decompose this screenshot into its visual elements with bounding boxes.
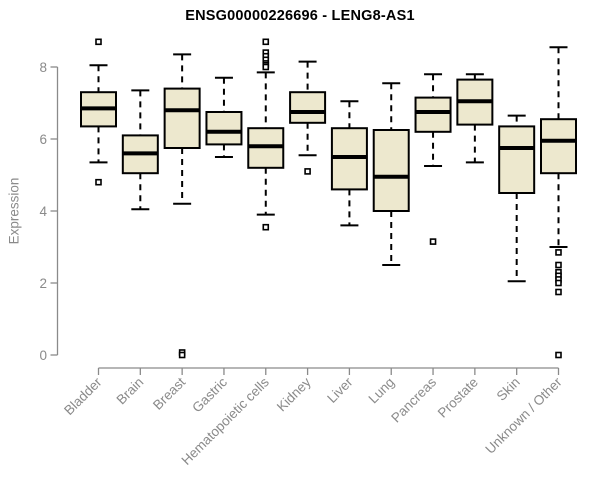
x-tick-label-lung: Lung xyxy=(365,375,397,407)
outlier-point xyxy=(555,351,562,359)
box-brain xyxy=(121,89,159,211)
y-tick-label: 8 xyxy=(39,60,47,75)
y-tick-label: 4 xyxy=(39,204,47,219)
outlier-point xyxy=(555,279,562,287)
x-tick-label-brain: Brain xyxy=(114,375,147,408)
x-tick-label-pancreas: Pancreas xyxy=(388,374,439,425)
box-kidney xyxy=(289,60,327,175)
box-hematopoietic-cells xyxy=(247,38,285,231)
outlier-point xyxy=(262,38,270,46)
outlier-point xyxy=(304,168,311,175)
y-tick-label: 2 xyxy=(39,276,47,291)
iqr-box xyxy=(498,125,536,194)
outlier-point xyxy=(95,38,102,46)
x-tick-label-unknown-other: Unknown / Other xyxy=(482,374,565,457)
outlier-point xyxy=(555,249,562,256)
x-tick-label-breast: Breast xyxy=(150,374,188,412)
outlier-point xyxy=(429,238,437,245)
iqr-box xyxy=(163,87,201,149)
outlier-point xyxy=(555,288,562,296)
outlier-point xyxy=(262,223,270,231)
y-tick-label: 6 xyxy=(39,132,47,147)
outlier-point xyxy=(178,351,186,359)
box-skin xyxy=(498,114,536,283)
box-unknown-other xyxy=(540,46,577,359)
x-tick-label-bladder: Bladder xyxy=(61,374,105,418)
box-gastric xyxy=(205,76,243,158)
outlier-point xyxy=(262,63,270,71)
x-tick-label-prostate: Prostate xyxy=(435,375,481,421)
iqr-box xyxy=(372,129,410,212)
x-tick-label-liver: Liver xyxy=(324,374,356,406)
iqr-box xyxy=(289,91,327,124)
box-lung xyxy=(372,82,410,266)
box-pancreas xyxy=(414,73,452,245)
y-tick-label: 0 xyxy=(39,348,47,363)
box-prostate xyxy=(456,73,494,164)
x-tick-label-kidney: Kidney xyxy=(274,374,314,414)
chart-title: ENSG00000226696 - LENG8-AS1 xyxy=(185,8,415,24)
outlier-point xyxy=(555,261,562,269)
x-tick-label-gastric: Gastric xyxy=(189,374,230,415)
box-bladder xyxy=(80,38,117,186)
outlier-point xyxy=(95,178,102,186)
box-breast xyxy=(163,53,201,359)
box-liver xyxy=(330,100,368,227)
iqr-box xyxy=(205,111,243,146)
iqr-box xyxy=(414,96,452,133)
x-tick-label-skin: Skin xyxy=(494,375,523,404)
iqr-box xyxy=(540,118,577,175)
